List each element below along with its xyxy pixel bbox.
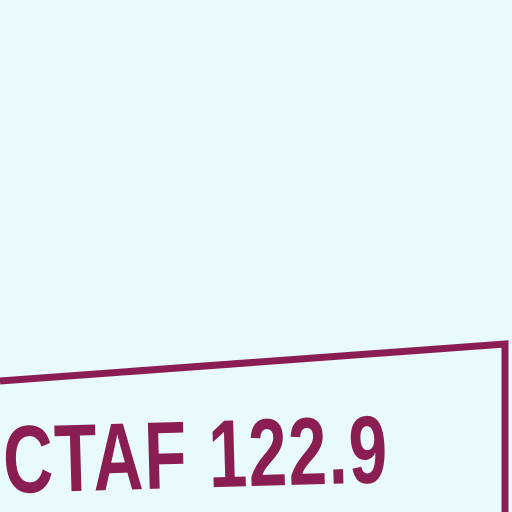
frequency-box-border bbox=[0, 340, 509, 512]
ctaf-frequency-label: CTAF 122.9 bbox=[2, 395, 390, 512]
